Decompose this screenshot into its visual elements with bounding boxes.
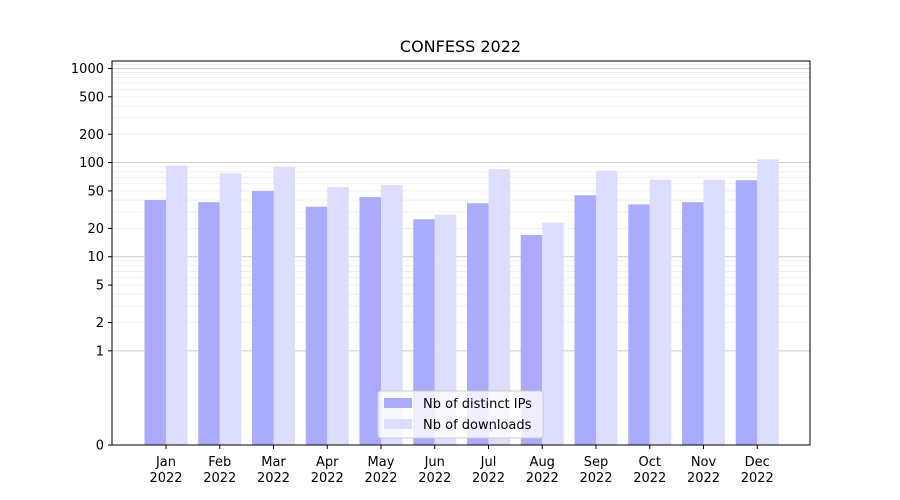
x-tick-label-line: 2022 [741,471,774,486]
y-tick-label: 1000 [71,62,104,77]
y-tick-label: 5 [96,279,104,294]
x-tick-label-line: Nov [691,455,717,470]
x-tick-label: Sep 2022 [579,455,612,486]
y-tick-label: 200 [79,128,104,143]
bar-downloads [327,187,349,445]
y-tick-label: 10 [87,250,104,265]
y-tick-label: 1 [96,344,104,359]
y-axis: 0 1 2 5 10 20 50 100 200 500 1000 [71,62,112,454]
x-tick-label-line: May [368,455,395,470]
y-tick-label: 2 [96,316,104,331]
legend-box [377,390,544,439]
x-tick-label-line: Oct [639,455,661,470]
bar-downloads [596,170,618,445]
bar-distinct-ips [574,195,596,445]
x-tick-label-line: 2022 [203,471,236,486]
x-tick-label: Oct 2022 [633,455,666,486]
bar-downloads [166,165,188,445]
x-tick-label-line: 2022 [526,471,559,486]
x-tick-label: Mar 2022 [257,455,290,486]
bar-downloads [703,179,725,446]
bar-distinct-ips [359,197,381,445]
legend-swatch [384,398,412,408]
bar-distinct-ips [467,203,489,445]
x-tick-label-line: Sep [584,455,609,470]
bar-downloads [649,179,672,446]
bar-downloads [542,222,564,445]
x-tick-label: Jul 2022 [472,455,505,486]
x-tick-label: Jun 2022 [418,455,451,486]
x-tick-label-line: 2022 [149,471,182,486]
bar-downloads [273,166,295,446]
x-tick-label-line: 2022 [364,471,397,486]
bar-downloads [434,214,457,445]
bar-distinct-ips [682,202,704,445]
plot-frame [111,60,811,446]
bar-downloads [488,169,510,445]
bar-downloads [757,159,779,446]
bars [144,159,779,446]
x-tick-label-line: Apr [316,455,339,470]
x-tick-label-line: 2022 [633,471,666,486]
x-tick-label: Jan 2022 [149,455,182,486]
x-tick-label: Dec 2022 [741,455,774,486]
x-tick-label: May 2022 [364,455,397,486]
chart-title: CONFESS 2022 [400,37,521,56]
bar-distinct-ips [413,219,435,445]
x-tick-label-line: Jan [155,455,176,470]
x-tick-label-line: Dec [745,455,770,470]
legend-label: Nb of downloads [423,418,532,433]
legend: Nb of distinct IPs Nb of downloads [377,390,544,439]
x-tick-label: Nov 2022 [687,455,720,486]
x-tick-label-line: 2022 [472,471,505,486]
y-tick-label: 500 [79,90,104,105]
x-tick-label-line: 2022 [418,471,451,486]
x-tick-label-line: Mar [261,455,286,470]
x-tick-label-line: 2022 [579,471,612,486]
y-tick-label: 20 [87,222,104,237]
legend-label: Nb of distinct IPs [423,397,532,412]
x-tick-label: Apr 2022 [311,455,344,486]
x-tick-label-line: 2022 [687,471,720,486]
bar-downloads [381,184,403,445]
bar-distinct-ips [735,180,758,445]
y-tick-label: 100 [79,156,104,171]
x-tick-label-line: 2022 [257,471,290,486]
x-tick-label: Feb 2022 [203,455,236,486]
y-tick-label: 50 [87,184,104,199]
bar-distinct-ips [305,206,328,445]
bar-distinct-ips [144,200,166,445]
x-tick-label-line: Aug [530,455,555,470]
bar-distinct-ips [198,202,220,445]
x-tick-label-line: Jun [424,455,445,470]
legend-swatch [384,419,412,429]
x-tick-label-line: 2022 [311,471,344,486]
bar-distinct-ips [252,190,274,445]
x-tick-label: Aug 2022 [526,455,559,486]
x-tick-label-line: Feb [208,455,231,470]
bar-downloads [219,173,242,445]
bar-distinct-ips [628,204,650,445]
y-tick-label: 0 [96,439,104,454]
x-tick-label-line: Jul [480,455,497,470]
